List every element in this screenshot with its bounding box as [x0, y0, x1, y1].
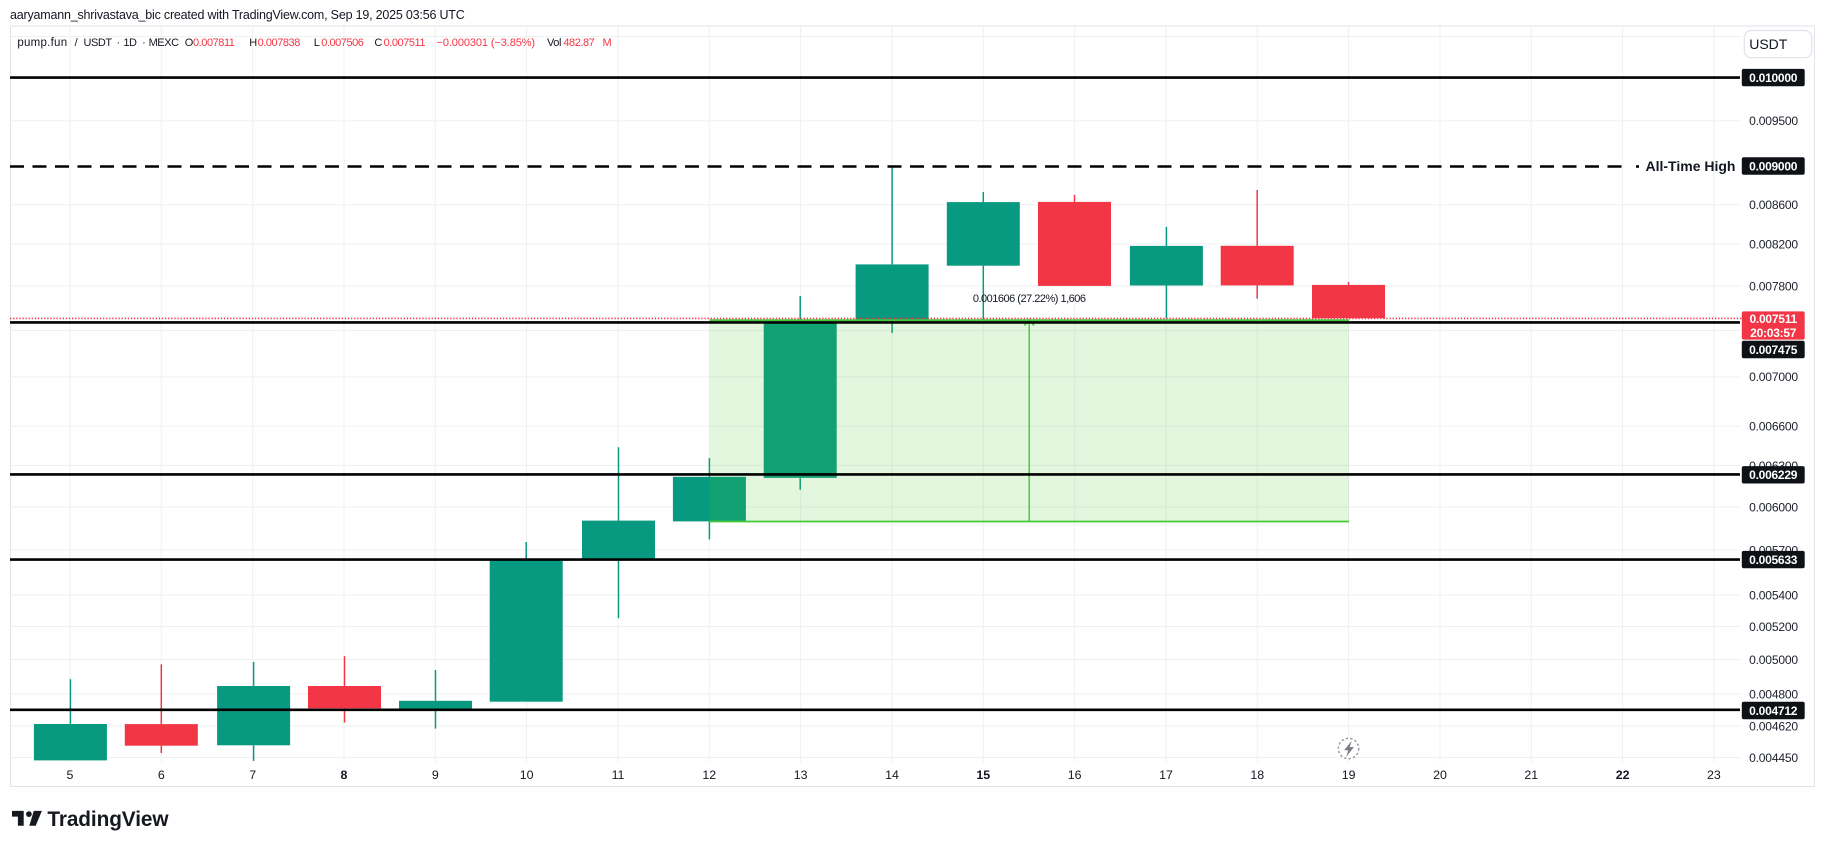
svg-text:0.007506: 0.007506	[321, 37, 364, 49]
svg-text:17: 17	[1159, 768, 1173, 782]
svg-text:0.007838: 0.007838	[258, 37, 301, 49]
svg-text:9: 9	[432, 768, 439, 782]
svg-text:H: H	[249, 37, 257, 49]
svg-text:0.009000: 0.009000	[1749, 159, 1798, 173]
svg-text:0.005400: 0.005400	[1749, 588, 1798, 602]
svg-text:All-Time High: All-Time High	[1646, 158, 1736, 174]
svg-text:0.006000: 0.006000	[1749, 500, 1798, 514]
svg-text:M: M	[603, 37, 612, 49]
svg-text:7: 7	[249, 768, 256, 782]
svg-text:20:03:57: 20:03:57	[1750, 326, 1797, 340]
svg-text:0.005633: 0.005633	[1749, 553, 1798, 567]
svg-text:0.007000: 0.007000	[1749, 370, 1798, 384]
svg-text:Vol: Vol	[547, 37, 561, 49]
svg-text:21: 21	[1524, 768, 1538, 782]
svg-text:0.007475: 0.007475	[1749, 343, 1798, 357]
svg-text:8: 8	[341, 768, 348, 782]
svg-text:USDT: USDT	[1749, 36, 1788, 52]
svg-text:L: L	[314, 37, 320, 49]
svg-text:23: 23	[1707, 768, 1721, 782]
svg-text:11: 11	[612, 768, 625, 782]
svg-text:19: 19	[1342, 768, 1356, 782]
svg-text:/: /	[75, 37, 79, 49]
svg-text:MEXC: MEXC	[149, 37, 179, 49]
svg-text:0.007800: 0.007800	[1749, 279, 1798, 293]
svg-text:482.87: 482.87	[563, 37, 594, 49]
svg-text:0.007511: 0.007511	[1750, 312, 1798, 326]
svg-text:1D: 1D	[123, 37, 137, 49]
svg-text:0.008200: 0.008200	[1749, 237, 1798, 251]
svg-text:18: 18	[1250, 768, 1264, 782]
svg-text:·: ·	[117, 37, 120, 49]
svg-text:aaryamann_shrivastava_bic crea: aaryamann_shrivastava_bic created with T…	[10, 8, 465, 22]
svg-text:0.004800: 0.004800	[1749, 687, 1798, 701]
svg-text:0.005200: 0.005200	[1749, 620, 1798, 634]
svg-text:14: 14	[885, 768, 899, 782]
svg-text:0.006229: 0.006229	[1749, 468, 1798, 482]
svg-text:13: 13	[794, 768, 808, 782]
svg-text:0.009500: 0.009500	[1749, 114, 1798, 128]
svg-text:16: 16	[1068, 768, 1082, 782]
svg-text:15: 15	[976, 768, 990, 782]
svg-text:22: 22	[1616, 768, 1630, 782]
svg-text:12: 12	[702, 768, 716, 782]
svg-text:O: O	[185, 37, 194, 49]
svg-text:0.005000: 0.005000	[1749, 653, 1798, 667]
svg-text:0.007511: 0.007511	[384, 37, 426, 49]
svg-text:0.001606 (27.22%) 1,606: 0.001606 (27.22%) 1,606	[973, 293, 1086, 305]
svg-text:10: 10	[520, 768, 534, 782]
svg-text:0.010000: 0.010000	[1749, 71, 1798, 85]
svg-text:pump.fun: pump.fun	[17, 37, 67, 49]
svg-text:0.004450: 0.004450	[1749, 751, 1798, 765]
svg-text:6: 6	[158, 768, 165, 782]
svg-text:0.006600: 0.006600	[1749, 420, 1798, 434]
svg-text:5: 5	[67, 768, 74, 782]
svg-text:USDT: USDT	[84, 37, 113, 49]
svg-text:0.008600: 0.008600	[1749, 198, 1798, 212]
svg-text:C: C	[374, 37, 382, 49]
svg-text:20: 20	[1433, 768, 1447, 782]
svg-text:·: ·	[142, 37, 145, 49]
svg-text:TradingView: TradingView	[47, 808, 169, 831]
svg-text:−0.000301 (−3.85%): −0.000301 (−3.85%)	[437, 37, 536, 49]
svg-text:0.004712: 0.004712	[1749, 704, 1798, 718]
svg-text:0.004620: 0.004620	[1749, 719, 1798, 733]
svg-text:0.007811: 0.007811	[193, 37, 235, 49]
